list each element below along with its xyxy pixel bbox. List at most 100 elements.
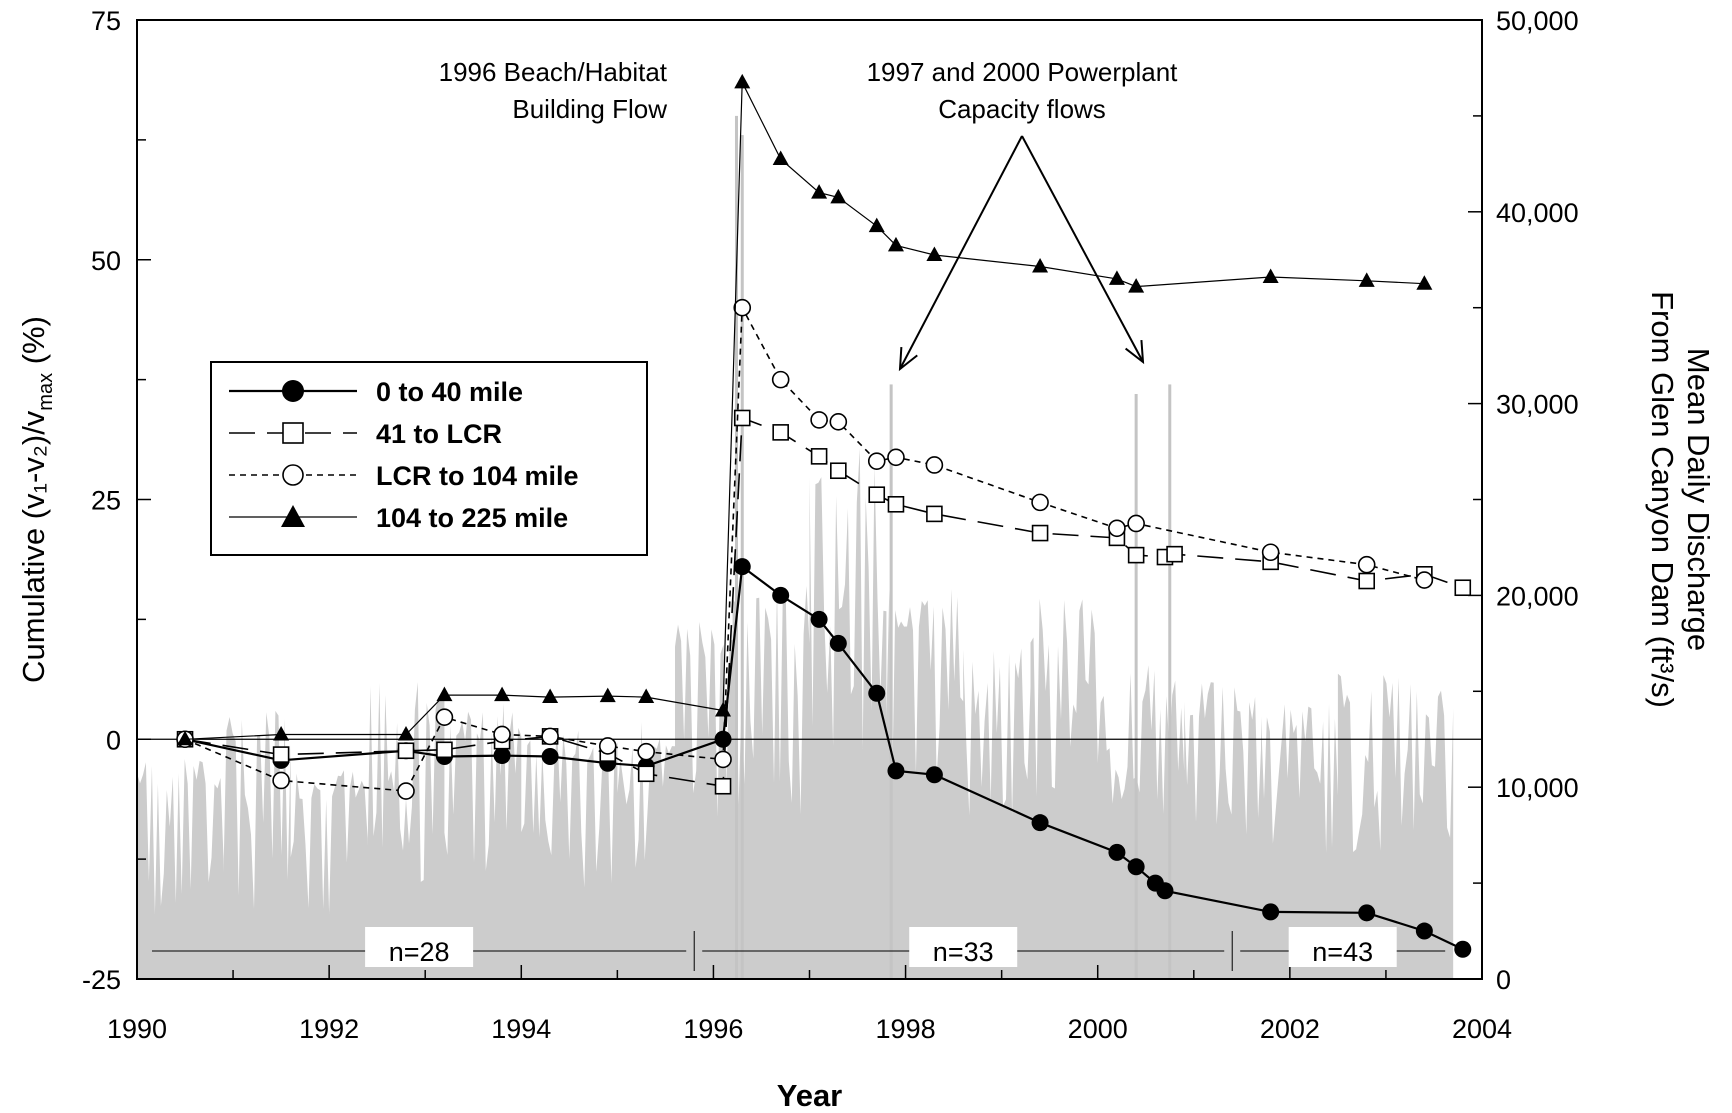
discharge-spike [740,135,744,979]
data-point [1262,903,1280,921]
data-point [494,686,511,702]
series-lcr-to-104-mile [176,298,1434,800]
data-point [868,684,886,702]
discharge-spike [889,384,893,979]
annotation-text: Capacity flows [938,94,1106,124]
data-point [771,370,790,389]
x-tick-label: 2004 [1452,1014,1512,1044]
data-point [887,236,904,252]
data-point [887,448,905,467]
y2-tick-label: 30,000 [1496,390,1579,420]
period-label: n=43 [1312,937,1373,967]
data-point [177,730,194,746]
legend-item: LCR to 104 mile [229,461,579,491]
data-point [830,462,847,480]
data-series [176,73,1472,958]
data-point [829,413,848,431]
data-point [436,686,453,702]
data-point [1031,524,1049,542]
data-point [715,701,732,717]
x-tick-label: 1992 [299,1014,359,1044]
period-label-bg [1288,927,1397,967]
y2-tick-label: 10,000 [1496,773,1579,803]
y2-tick-label: 50,000 [1496,6,1579,36]
data-point [542,688,559,704]
data-point [1454,940,1472,958]
data-point [1415,571,1434,589]
data-point [1108,270,1125,285]
data-point [926,505,943,523]
legend-item: 104 to 225 mile [229,503,568,533]
data-point [637,765,655,783]
x-tick-label: 2002 [1260,1014,1320,1044]
legend-item: 0 to 40 mile [229,377,523,407]
data-point [397,782,415,800]
data-point [599,687,616,703]
data-point [714,777,732,795]
data-point [1358,904,1376,922]
data-point [733,409,751,427]
x-tick-label: 1996 [683,1014,743,1044]
data-point [772,150,789,166]
x-tick-label: 1994 [491,1014,551,1044]
legend-label: 104 to 225 mile [376,503,568,533]
axes: 75 50 25 0 -25 50,000 40,000 30,000 20,000 10,000… [16,6,1716,1113]
data-point [734,73,751,89]
series-104-to-225-mile [177,73,1433,746]
data-point [810,610,828,628]
y-tick-label: 75 [91,6,121,36]
x-tick-label: 1990 [107,1014,167,1044]
annotation-text: 1997 and 2000 Powerplant [867,57,1179,87]
y-tick-label: 0 [106,725,121,755]
legend: 0 to 40 mile 41 to LCR LCR to 104 mile 104 … [210,361,648,556]
data-point [272,771,290,790]
y2-tick-label: 40,000 [1496,198,1579,228]
x-axis-title: Year [777,1078,843,1113]
y2-axis-title-line2: From Glen Canyon Dam (ft³/s) [1645,291,1680,708]
x-tick-label: 1998 [876,1014,936,1044]
data-point [1127,514,1145,533]
data-point [925,456,944,474]
y2-tick-label: 0 [1496,965,1511,995]
data-point [1358,272,1375,287]
annotation-arrow-line [1021,135,1144,363]
data-point [1108,843,1126,861]
data-point [926,246,943,261]
data-point [810,448,828,465]
y2-tick-label: 20,000 [1496,581,1579,611]
data-point [435,708,454,726]
legend-item: 41 to LCR [229,419,502,449]
annotation-arrow-line [899,135,1023,370]
data-point [1166,545,1183,563]
discharge-area [137,115,1454,979]
data-point [1416,275,1433,290]
data-point [867,452,886,470]
data-point [1031,814,1049,832]
data-point [1261,543,1280,562]
annotation-arrow-head [898,346,918,372]
data-point [272,746,290,763]
legend-marker [282,380,304,402]
data-point [397,742,415,760]
legend-marker [282,422,304,444]
data-point [493,725,511,744]
data-point [1415,922,1433,940]
legend-marker [281,505,305,527]
data-point [1156,882,1174,900]
discharge-spike [1168,384,1172,979]
legend-label: LCR to 104 mile [376,461,579,491]
data-point [733,298,752,317]
data-point [1031,493,1049,512]
data-point [810,411,828,429]
data-point [398,725,414,741]
data-point [714,750,732,769]
discharge-spike [1134,394,1138,979]
data-point [887,762,905,780]
x-tick-label: 2000 [1068,1014,1128,1044]
data-point [772,424,789,441]
data-point [868,486,886,504]
period-label-bg [365,927,474,967]
annotations: 1996 Beach/Habitat Building Flow 1997 and … [439,57,1179,372]
discharge-area-fill [137,448,1454,979]
